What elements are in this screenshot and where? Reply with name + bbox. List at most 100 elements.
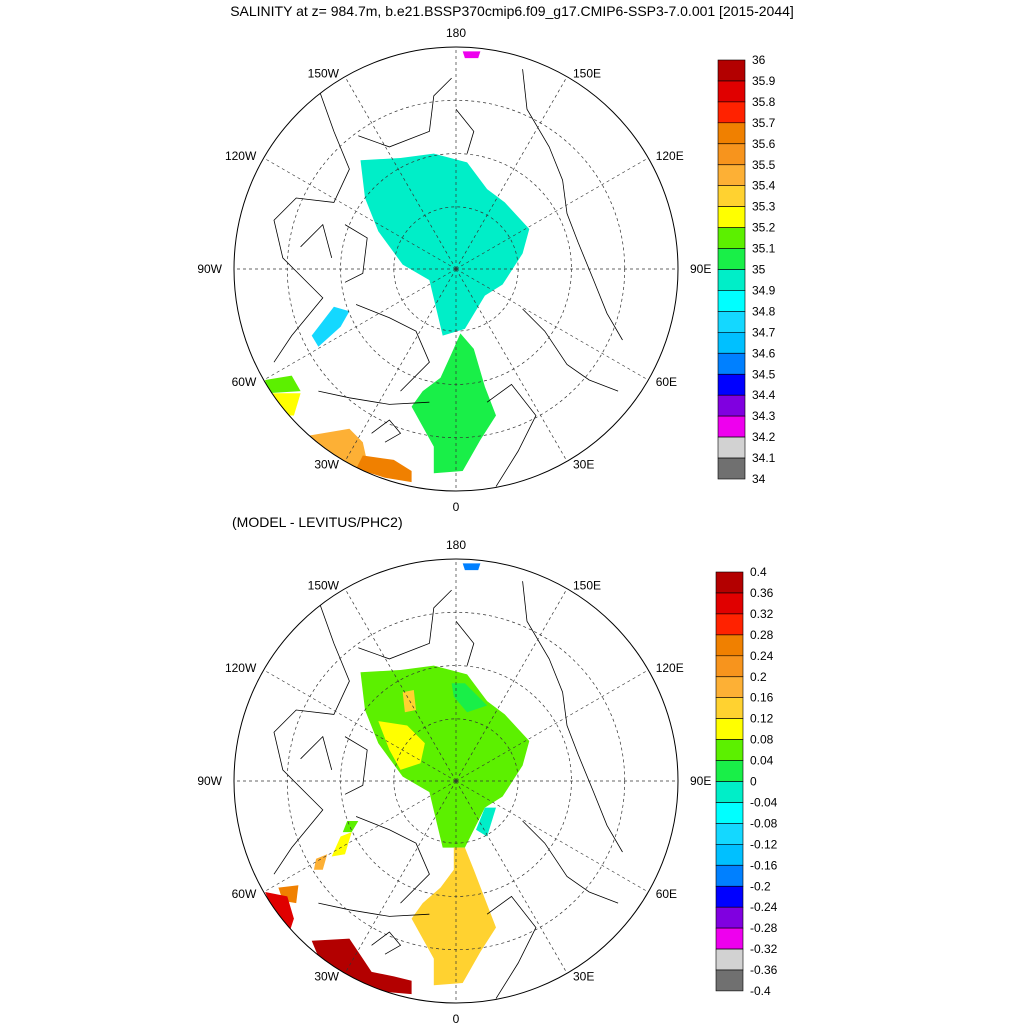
colorbar-tick-label: 0.08 [750,733,774,747]
chart-subtitle: (MODEL - LEVITUS/PHC2) [232,514,403,530]
colorbar-box [717,269,746,291]
colorbar-tick-label: 35.6 [752,137,776,151]
colorbar-tick-label: 0.16 [750,691,774,705]
coastline-10 [371,931,402,955]
longitude-label: 90E [690,774,711,788]
meridian-line [263,669,457,782]
colorbar-box [715,864,744,887]
colorbar-box [715,885,744,908]
salinity-anomaly-map: 180 150E 120E 90E 60E 30E 0 30W 60W 90W 120W 150W 0.… [197,538,777,1024]
colorbar-box [715,592,744,615]
colorbar-tick-label: 34.2 [752,430,776,444]
colorbar-tick-label: -0.2 [750,879,771,893]
colorbar-box [715,634,744,657]
coastline-3 [522,820,619,904]
colorbar-tick-label: 35.5 [752,158,776,172]
salinity-field-3 [265,375,301,394]
colorbar-tick-label: 34.1 [752,451,776,465]
salinity-field-11 [311,938,412,995]
salinity-field-1 [378,721,425,770]
chart-title: SALINITY at z= 984.7m, b.e21.BSSP370cmip… [230,3,794,19]
salinity-field-6 [356,455,412,483]
map-border [233,558,679,1004]
colorbar-box [717,457,746,480]
longitude-label: 90W [197,774,222,788]
longitude-label: 30W [314,970,339,984]
coastline-7 [344,224,368,283]
colorbar-box [717,164,746,187]
meridian-line [263,157,457,270]
colorbar-box [717,122,746,145]
colorbar-tick-label: 35.7 [752,116,776,130]
colorbar-tick-label: 35.3 [752,200,776,214]
coastline-1 [358,77,452,148]
colorbar-box [715,571,744,594]
colorbar-box [717,101,746,124]
meridian-line [344,780,457,974]
colorbar-box [715,802,744,824]
salinity-field-3 [451,683,488,713]
colorbar-tick-label: 35.2 [752,221,776,235]
colorbar-tick-label: 0.36 [750,586,774,600]
longitude-label: 30W [314,458,339,472]
map-fields [265,51,623,487]
colorbar-tick-label: 35.8 [752,95,776,109]
coastline-9 [455,620,475,666]
colorbar-box [717,352,746,375]
colorbar-box [715,718,744,740]
coastline-8 [300,223,333,259]
salinity-field-7 [342,821,359,833]
colorbar-box [715,613,744,636]
colorbar-tick-label: 0 [750,775,757,789]
colorbar-box [717,248,746,270]
meridian-line [455,669,649,782]
salinity-map: 180 150E 120E 90E 60E 30E 0 30W 60W 90W 120W 150W 36… [197,26,775,514]
colorbar-box [715,697,744,719]
salinity-field-5 [309,428,368,474]
salinity-field-0 [360,153,530,336]
longitude-label: 60E [656,887,677,901]
coastline-2 [522,69,623,341]
colorbar-box [717,227,746,249]
meridian-line [455,268,649,381]
colorbar-tick-label: 0.04 [750,754,774,768]
salinity-field-2 [402,690,416,713]
colorbar-box [715,760,744,782]
colorbar-tick-label: -0.08 [750,816,778,830]
colorbar-tick-label: 36 [752,53,766,67]
colorbar-tick-label: 34 [752,472,766,486]
colorbar-tick-label: -0.32 [750,942,778,956]
salinity-field-1 [411,333,496,474]
colorbar-tick-label: -0.12 [750,837,778,851]
coastline-1 [358,589,452,660]
colorbar-box [715,927,744,950]
colorbar-tick-label: -0.28 [750,921,778,935]
coastline-4 [486,383,537,487]
colorbar-tick-label: 34.4 [752,388,776,402]
longitude-label: 150E [573,578,601,592]
longitude-label: 180 [446,26,466,40]
colorbar-box [715,781,744,803]
salinity-field-7 [462,51,481,59]
coastline-6 [355,816,430,904]
longitude-label: 90E [690,262,711,276]
colorbar-tick-label: -0.36 [750,963,778,977]
coastline-2 [522,581,623,853]
colorbar-box [715,906,744,929]
salinity-field-10 [265,892,294,932]
colorbar-tick-label: 34.5 [752,367,776,381]
salinity-field-5 [411,847,496,986]
colorbar-box [715,823,744,845]
colorbar-box [717,373,746,396]
meridian-line [263,268,457,381]
coastline-6 [355,304,430,392]
meridian-line [344,588,457,782]
longitude-label: 90W [197,262,222,276]
colorbar-tick-label: 0.28 [750,628,774,642]
colorbar: 36 35.9 35.8 35.7 35.6 35.5 35.4 35.3 35.2 35.1 35… [717,53,776,486]
colorbar-tick-label: 0.32 [750,607,774,621]
colorbar-tick-label: 35.1 [752,242,776,256]
map-fields [265,563,623,999]
coastline-4 [486,895,537,999]
